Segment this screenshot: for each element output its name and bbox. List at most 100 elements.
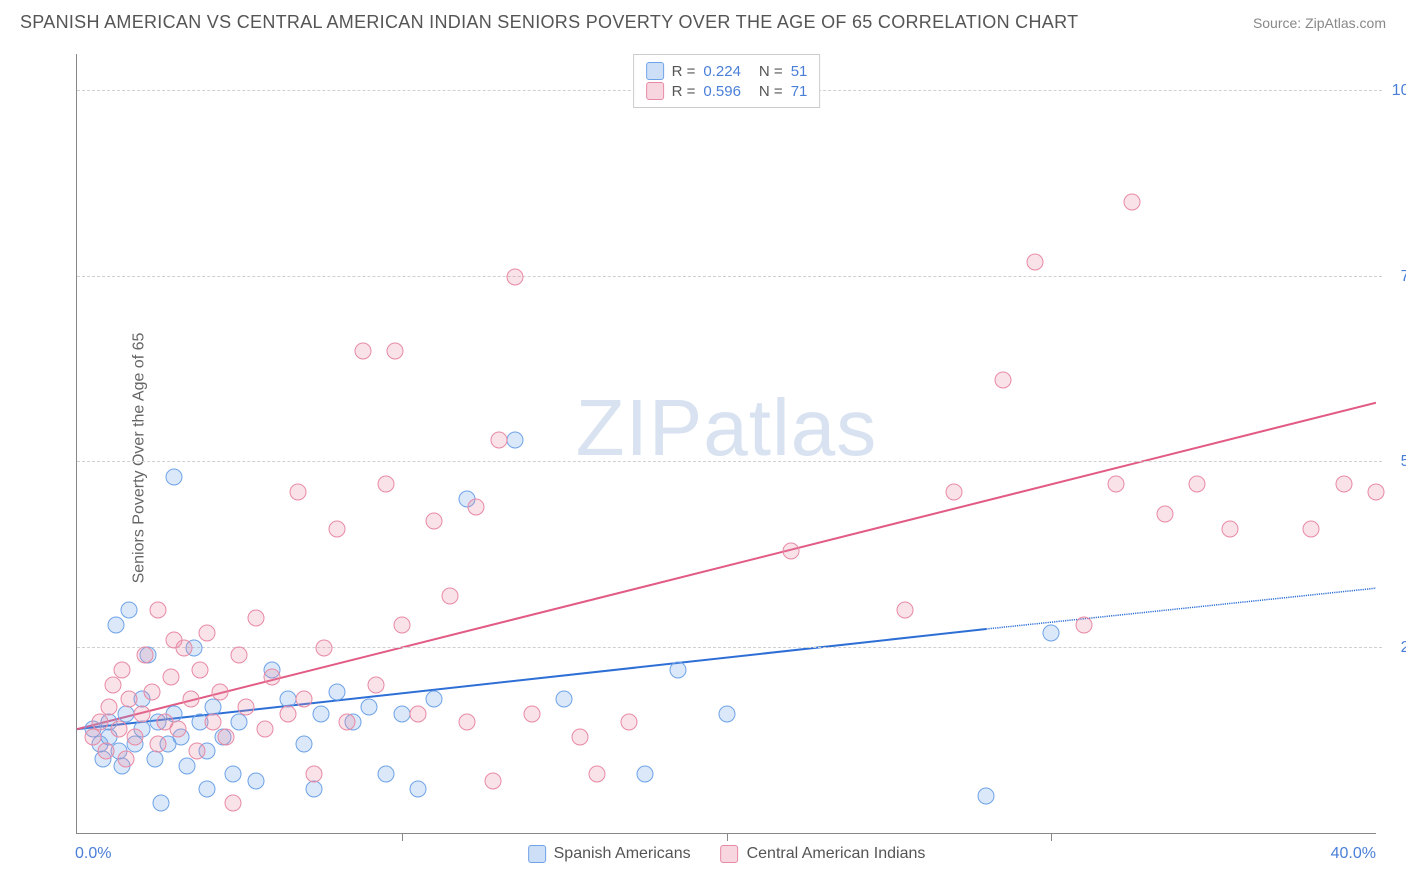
legend-series: Spanish Americans Central American India…: [528, 845, 926, 863]
source-attribution: Source: ZipAtlas.com: [1253, 15, 1386, 31]
correlation-chart: Seniors Poverty Over the Age of 65 ZIPat…: [20, 44, 1386, 872]
data-point: [1043, 624, 1060, 641]
data-point: [588, 765, 605, 782]
data-point: [306, 780, 323, 797]
n-value-1: 51: [791, 63, 808, 80]
legend-stats-row-1: R = 0.224 N = 51: [646, 61, 808, 81]
chart-title: SPANISH AMERICAN VS CENTRAL AMERICAN IND…: [20, 12, 1078, 33]
data-point: [176, 639, 193, 656]
data-point: [224, 765, 241, 782]
data-point: [637, 765, 654, 782]
swatch-series-1: [646, 62, 664, 80]
data-point: [426, 513, 443, 530]
data-point: [338, 713, 355, 730]
data-point: [354, 342, 371, 359]
data-point: [231, 713, 248, 730]
y-tick-label: 25.0%: [1386, 639, 1406, 657]
data-point: [1156, 505, 1173, 522]
x-tick: [1051, 833, 1052, 841]
data-point: [328, 684, 345, 701]
data-point: [377, 476, 394, 493]
data-point: [169, 721, 186, 738]
data-point: [247, 609, 264, 626]
data-point: [1221, 520, 1238, 537]
data-point: [978, 787, 995, 804]
data-point: [192, 661, 209, 678]
data-point: [621, 713, 638, 730]
data-point: [377, 765, 394, 782]
data-point: [182, 691, 199, 708]
legend-stats: R = 0.224 N = 51 R = 0.596 N = 71: [633, 54, 821, 108]
data-point: [783, 543, 800, 560]
data-point: [1124, 194, 1141, 211]
data-point: [1075, 617, 1092, 634]
data-point: [127, 728, 144, 745]
data-point: [198, 780, 215, 797]
r-value-1: 0.224: [703, 63, 741, 80]
data-point: [289, 483, 306, 500]
data-point: [994, 372, 1011, 389]
data-point: [211, 684, 228, 701]
data-point: [409, 706, 426, 723]
data-point: [150, 735, 167, 752]
data-point: [189, 743, 206, 760]
data-point: [247, 773, 264, 790]
data-point: [491, 431, 508, 448]
data-point: [237, 698, 254, 715]
data-point: [153, 795, 170, 812]
n-value-2: 71: [791, 83, 808, 100]
data-point: [166, 468, 183, 485]
data-point: [111, 721, 128, 738]
r-label: R =: [672, 63, 696, 80]
data-point: [367, 676, 384, 693]
x-tick: [402, 833, 403, 841]
r-value-2: 0.596: [703, 83, 741, 100]
n-label: N =: [759, 63, 783, 80]
data-point: [231, 646, 248, 663]
legend-stats-row-2: R = 0.596 N = 71: [646, 81, 808, 101]
data-point: [1303, 520, 1320, 537]
data-point: [1027, 253, 1044, 270]
data-point: [179, 758, 196, 775]
data-point: [306, 765, 323, 782]
data-point: [556, 691, 573, 708]
data-point: [117, 750, 134, 767]
data-point: [507, 431, 524, 448]
data-point: [98, 743, 115, 760]
data-point: [312, 706, 329, 723]
r-label: R =: [672, 83, 696, 100]
data-point: [468, 498, 485, 515]
gridline: [77, 276, 1382, 277]
gridline: [77, 647, 1382, 648]
swatch-series-1: [528, 845, 546, 863]
data-point: [484, 773, 501, 790]
data-point: [945, 483, 962, 500]
plot-area: ZIPatlas R = 0.224 N = 51 R = 0.596 N = …: [76, 54, 1376, 834]
data-point: [114, 661, 131, 678]
y-tick-label: 50.0%: [1386, 453, 1406, 471]
data-point: [1335, 476, 1352, 493]
data-point: [218, 728, 235, 745]
data-point: [163, 669, 180, 686]
data-point: [1108, 476, 1125, 493]
data-point: [507, 268, 524, 285]
data-point: [296, 691, 313, 708]
data-point: [198, 624, 215, 641]
data-point: [296, 735, 313, 752]
data-point: [669, 661, 686, 678]
data-point: [205, 713, 222, 730]
data-point: [280, 706, 297, 723]
data-point: [91, 713, 108, 730]
data-point: [361, 698, 378, 715]
data-point: [1368, 483, 1385, 500]
swatch-series-2: [721, 845, 739, 863]
data-point: [146, 750, 163, 767]
data-point: [257, 721, 274, 738]
swatch-series-2: [646, 82, 664, 100]
data-point: [523, 706, 540, 723]
data-point: [85, 728, 102, 745]
data-point: [133, 706, 150, 723]
data-point: [1189, 476, 1206, 493]
data-point: [150, 602, 167, 619]
legend-item-2: Central American Indians: [721, 845, 926, 863]
